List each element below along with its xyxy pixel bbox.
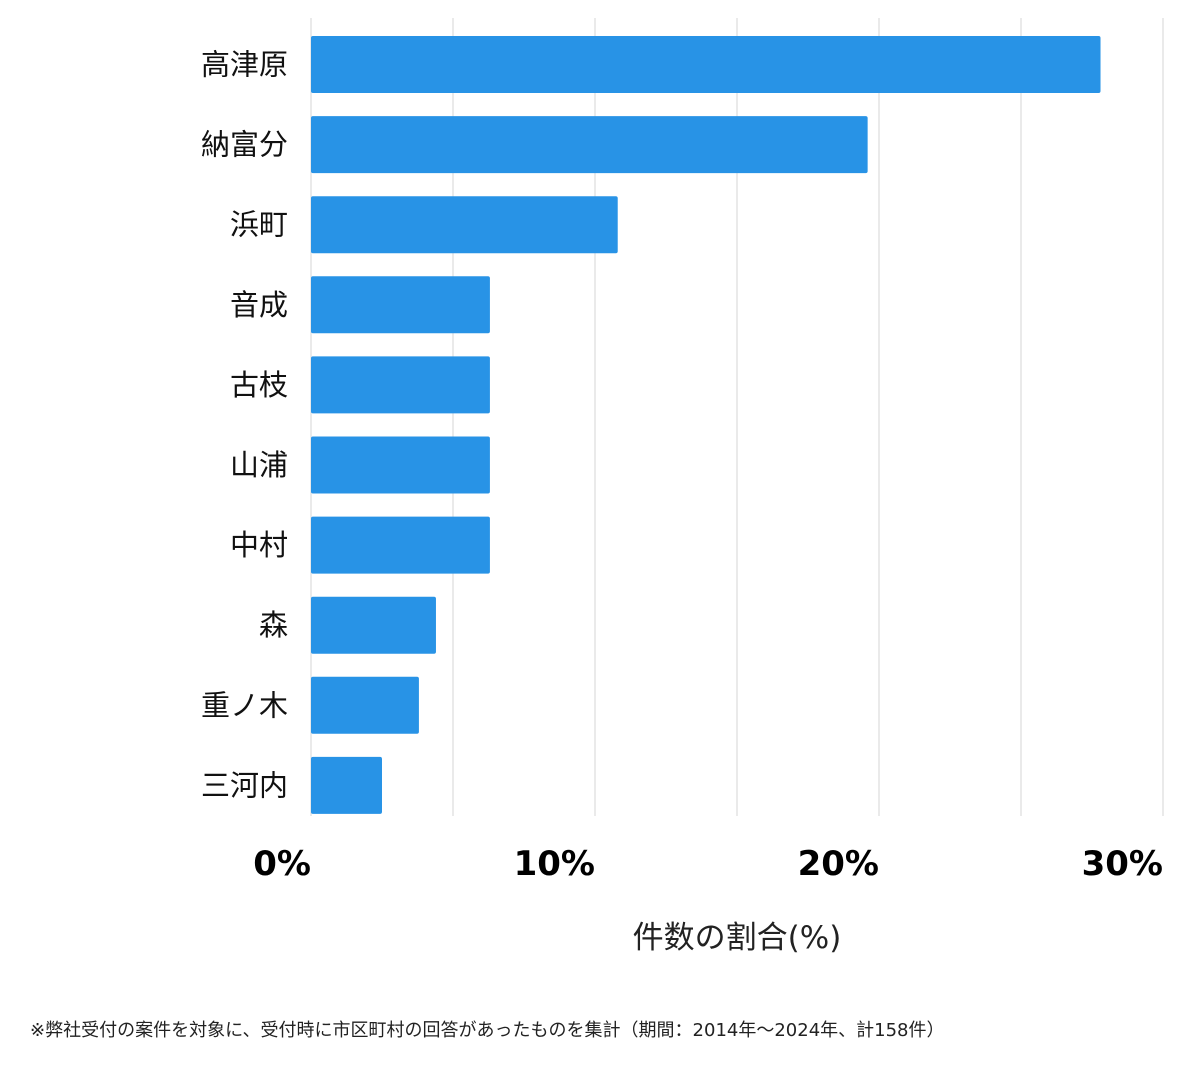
bar-0 — [311, 36, 1101, 93]
bar-2 — [311, 196, 618, 254]
category-label: 古枝 — [230, 368, 288, 402]
category-label: 音成 — [230, 288, 288, 322]
category-label: 高津原 — [201, 48, 288, 82]
bar-4 — [311, 356, 490, 414]
bar-6 — [311, 516, 490, 574]
category-label: 森 — [259, 608, 288, 642]
category-label: 浜町 — [230, 208, 288, 242]
x-tick-label: 20% — [798, 844, 879, 884]
bar-9 — [311, 756, 382, 814]
category-label: 山浦 — [230, 448, 288, 482]
bar-5 — [311, 436, 490, 494]
bar-3 — [311, 276, 490, 334]
category-label: 重ノ木 — [201, 688, 288, 722]
bar-8 — [311, 676, 419, 734]
category-label: 中村 — [230, 528, 288, 562]
category-label: 納富分 — [201, 128, 288, 162]
x-axis-label: 件数の割合(%) — [633, 920, 842, 956]
x-tick-label: 30% — [1082, 844, 1163, 884]
footnote: ※弊社受付の案件を対象に、受付時に市区町村の回答があったものを集計（期間：201… — [30, 1020, 945, 1041]
bar-1 — [311, 116, 868, 174]
category-label: 三河内 — [201, 768, 288, 802]
bar-7 — [311, 596, 436, 654]
x-tick-label: 0% — [253, 844, 311, 884]
x-tick-label: 10% — [514, 844, 595, 884]
